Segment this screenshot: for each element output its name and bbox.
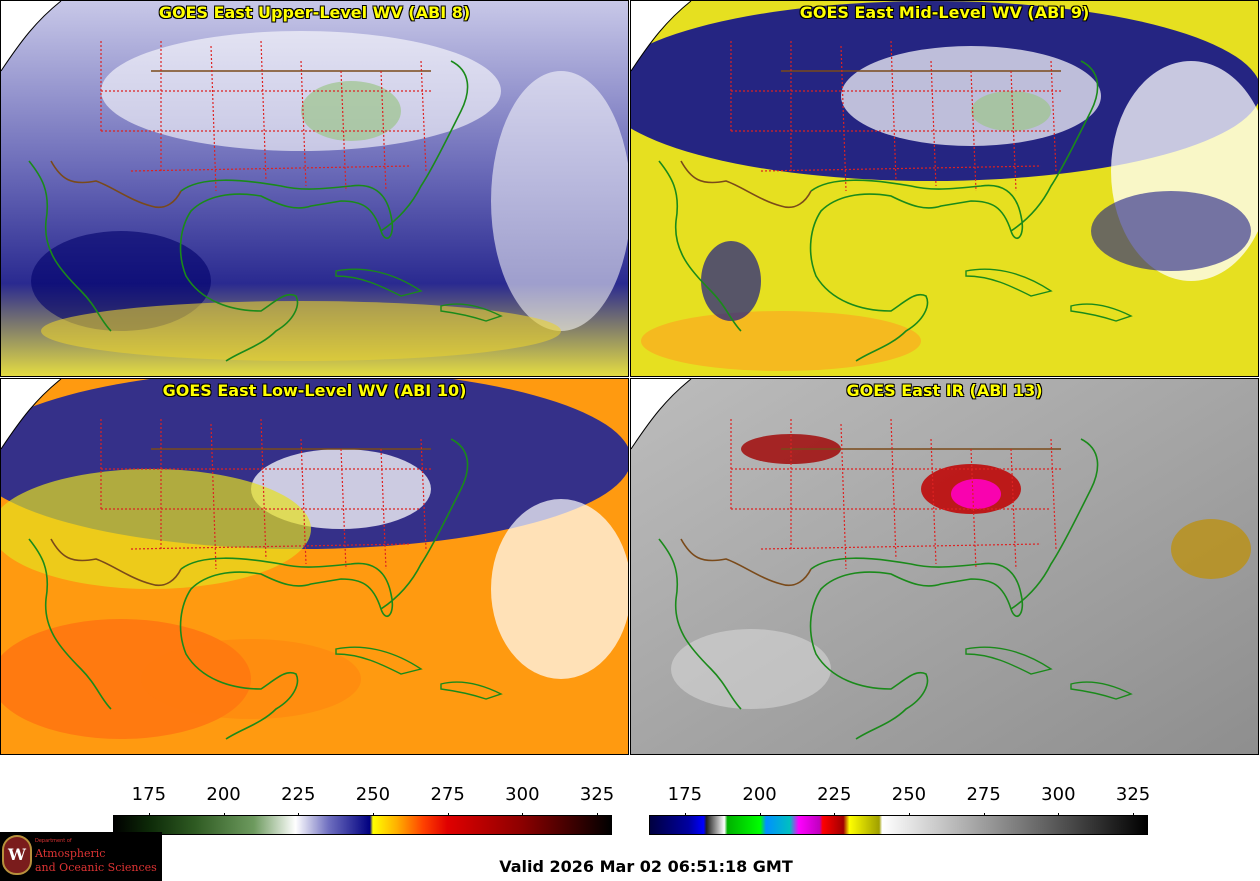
panel-title: GOES East Upper-Level WV (ABI 8) xyxy=(158,3,471,22)
colorbar-tick-label: 250 xyxy=(355,784,391,805)
colorbar-tick-label: 200 xyxy=(742,784,777,805)
panel-low-wv: GOES East Low-Level WV (ABI 10) xyxy=(0,378,629,755)
colorbar-tick-label: 300 xyxy=(505,784,540,805)
colorbar-tick-label: 300 xyxy=(1041,784,1076,805)
colorbar-tick-label: 175 xyxy=(131,784,167,805)
logo-line2: and Oceanic Sciences xyxy=(35,861,157,874)
wv-colorbar xyxy=(113,815,612,835)
map-image xyxy=(631,379,1258,754)
map-image xyxy=(631,1,1258,376)
panel-ir: GOES East IR (ABI 13) xyxy=(630,378,1259,755)
colorbar-tick-label: 225 xyxy=(817,784,852,805)
colorbar-tick-label: 275 xyxy=(430,784,465,805)
aos-logo: W Department of Atmospheric and Oceanic … xyxy=(0,832,162,881)
colorbar-tick-label: 250 xyxy=(891,784,927,805)
panel-upper-wv: GOES East Upper-Level WV (ABI 8) xyxy=(0,0,629,377)
colorbar-tick-label: 275 xyxy=(966,784,1001,805)
ir-colorbar-ticks: 175 200 225 250 275 300 325 xyxy=(649,784,1151,819)
panel-title: GOES East Low-Level WV (ABI 10) xyxy=(162,381,467,400)
panel-title: GOES East Mid-Level WV (ABI 9) xyxy=(799,3,1090,22)
colorbar-tick-label: 200 xyxy=(206,784,241,805)
panel-mid-wv: GOES East Mid-Level WV (ABI 9) xyxy=(630,0,1259,377)
colorbar-tick-label: 325 xyxy=(1115,784,1151,805)
logo-dept: Department of xyxy=(35,838,72,844)
wv-colorbar-ticks: 175 200 225 250 275 300 325 xyxy=(113,784,615,819)
logo-line1: Atmospheric xyxy=(35,847,106,860)
panel-title: GOES East IR (ABI 13) xyxy=(846,381,1043,400)
colorbar-tick-label: 325 xyxy=(579,784,615,805)
map-image xyxy=(1,379,628,754)
colorbar-tick-label: 175 xyxy=(667,784,703,805)
map-image xyxy=(1,1,628,376)
valid-time: Valid 2026 Mar 02 06:51:18 GMT xyxy=(499,857,793,876)
uw-seal-icon: W xyxy=(2,835,32,875)
ir-colorbar xyxy=(649,815,1148,835)
colorbar-tick-label: 225 xyxy=(281,784,316,805)
